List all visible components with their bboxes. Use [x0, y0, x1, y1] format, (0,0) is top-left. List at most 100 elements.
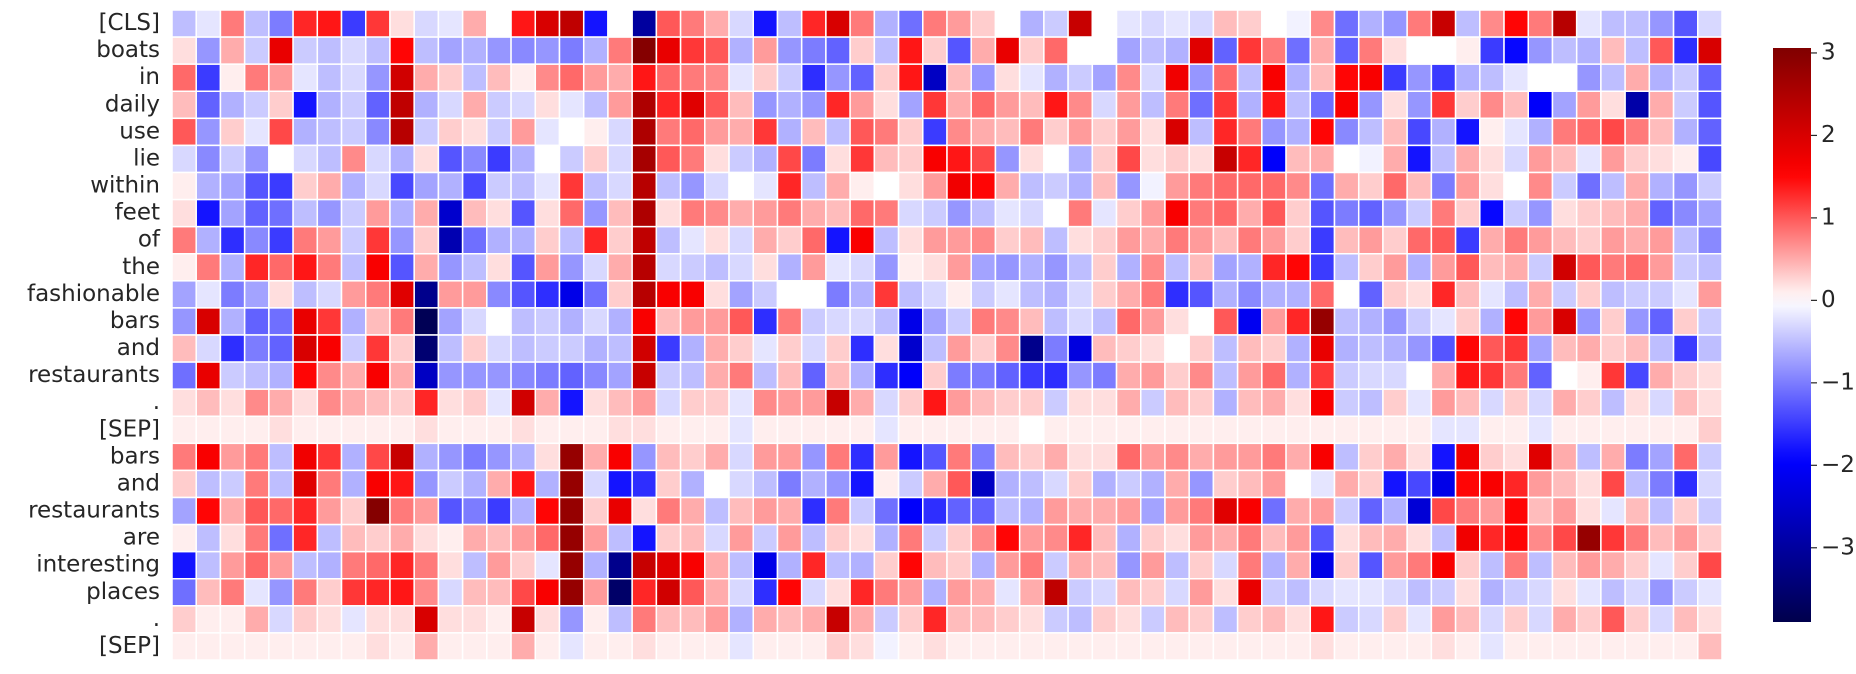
cell	[582, 117, 609, 147]
cell	[461, 469, 488, 499]
cell	[1600, 9, 1626, 38]
cell	[1285, 90, 1312, 120]
cell	[292, 63, 319, 92]
row-label: feet	[115, 200, 160, 226]
cell	[1236, 90, 1263, 120]
cell	[1261, 9, 1287, 38]
cell	[897, 9, 924, 38]
cell	[1115, 253, 1142, 282]
cell	[1575, 361, 1602, 390]
cell	[1309, 550, 1336, 580]
cell	[1600, 442, 1626, 472]
cell	[1212, 90, 1239, 120]
cell	[365, 632, 391, 661]
cell	[1285, 280, 1312, 309]
cell	[849, 9, 876, 38]
row-label: are	[123, 525, 160, 551]
cell	[1091, 117, 1118, 147]
cell	[1164, 334, 1190, 363]
cell	[1285, 388, 1312, 417]
cell	[922, 469, 948, 499]
cell	[195, 469, 222, 499]
cell	[728, 198, 754, 228]
row-label: fashionable	[27, 281, 160, 307]
cell	[922, 117, 948, 147]
cell	[365, 9, 391, 38]
cell	[1285, 225, 1312, 255]
cell	[728, 469, 754, 499]
cell	[631, 415, 658, 445]
cell	[1672, 144, 1699, 174]
cell	[171, 523, 197, 553]
cell	[1285, 496, 1312, 526]
cell	[1357, 171, 1384, 201]
cell	[219, 523, 246, 553]
cell	[1697, 117, 1723, 147]
cell	[365, 578, 391, 607]
cell	[389, 90, 415, 120]
cell	[413, 496, 440, 526]
cell	[1479, 280, 1505, 309]
cell	[1551, 198, 1578, 228]
cell	[800, 550, 827, 580]
cell	[1672, 469, 1699, 499]
cell	[219, 198, 246, 228]
cell	[365, 605, 391, 634]
row-label: lie	[133, 145, 160, 171]
colorbar-tick-label: 0	[1821, 287, 1836, 313]
cell	[994, 225, 1021, 255]
cell	[922, 415, 948, 445]
cell	[1382, 36, 1408, 65]
cell	[413, 415, 440, 445]
cell	[1624, 144, 1651, 174]
cell	[1454, 198, 1481, 228]
cell	[1140, 496, 1166, 526]
cell	[800, 90, 827, 120]
cell	[897, 415, 924, 445]
cell	[1503, 9, 1529, 38]
cell	[534, 605, 561, 634]
cell	[1430, 550, 1457, 580]
cell	[268, 605, 294, 634]
cell	[1648, 415, 1675, 445]
cell	[292, 9, 319, 38]
cell	[1648, 469, 1675, 499]
cell	[1309, 523, 1336, 553]
cell	[1115, 334, 1142, 363]
cell	[946, 63, 972, 92]
cell	[268, 225, 294, 255]
cell	[316, 253, 343, 282]
cell	[1697, 496, 1723, 526]
cell	[1648, 442, 1675, 472]
cell	[1600, 415, 1626, 445]
cell	[873, 280, 900, 309]
cell	[268, 415, 294, 445]
cell	[631, 90, 658, 120]
cell	[970, 632, 997, 661]
cell	[268, 144, 294, 174]
cell	[1309, 307, 1336, 336]
cell	[825, 307, 851, 336]
cell	[1164, 198, 1190, 228]
cell	[1140, 280, 1166, 309]
cell	[1430, 280, 1457, 309]
cell	[1479, 90, 1505, 120]
cell	[195, 388, 222, 417]
cell	[1503, 280, 1529, 309]
cell	[1503, 442, 1529, 472]
cell	[534, 469, 561, 499]
cell	[413, 361, 440, 390]
cell	[582, 36, 609, 65]
cell	[486, 144, 512, 174]
cell	[1624, 253, 1651, 282]
cell	[776, 578, 803, 607]
cell	[1406, 307, 1433, 336]
cell	[413, 307, 440, 336]
cell	[825, 578, 851, 607]
cell	[1575, 442, 1602, 472]
cell	[534, 90, 561, 120]
cell	[1043, 90, 1069, 120]
cell	[461, 253, 488, 282]
cell	[268, 280, 294, 309]
cell	[534, 253, 561, 282]
